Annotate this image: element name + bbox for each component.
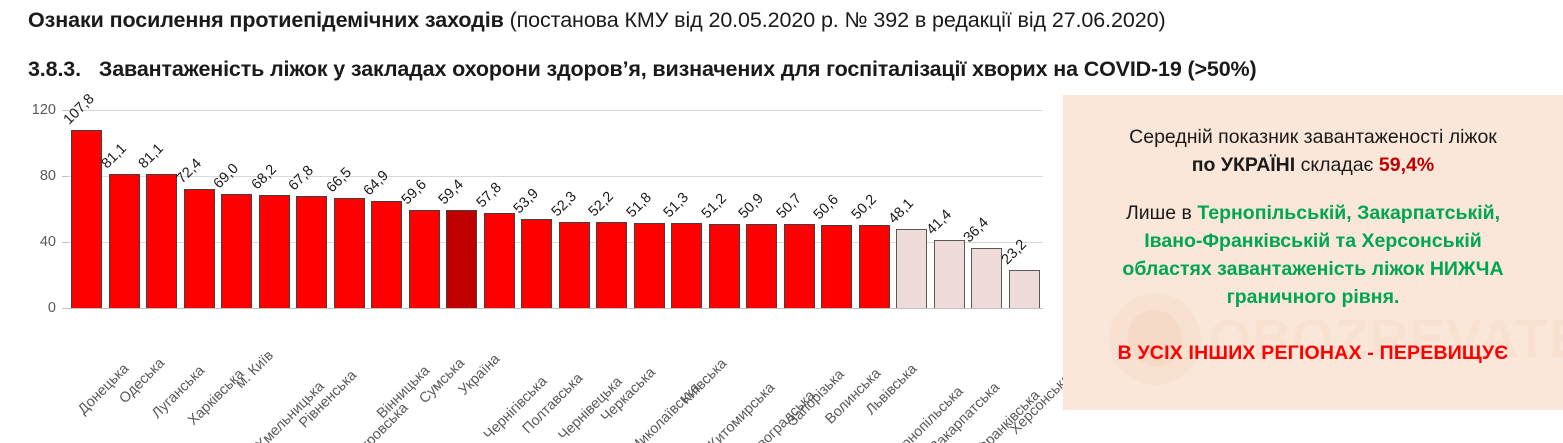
low-occupancy-note-prefix: Лише в xyxy=(1125,201,1198,224)
bar-Чернігівська xyxy=(484,212,515,308)
low-occupancy-note-line4: граничного рівня. xyxy=(1226,286,1400,309)
bar-Львівська xyxy=(859,225,890,308)
bed-occupancy-bar-chart: 0 40 80 120 107,8 Донецька 81,1 Одеська 81,1 Луга… xyxy=(0,91,1075,443)
average-value: 59,4% xyxy=(1378,154,1435,177)
bar-Кіровоградська xyxy=(746,224,777,308)
bar-Сумська xyxy=(409,209,440,308)
y-tick-mark-40 xyxy=(62,242,68,243)
y-axis-label-80: 80 xyxy=(39,168,56,184)
x-axis-label-Україна: Україна xyxy=(455,351,504,399)
bar-Донецька xyxy=(71,130,102,308)
bar-Хмельницька xyxy=(259,195,290,308)
average-statement: Середній показник завантаженості ліжок п… xyxy=(1085,123,1541,180)
y-tick-mark-80 xyxy=(62,176,68,177)
page-subtitle-rest: (постанова КМУ від 20.05.2020 р. № 392 в… xyxy=(503,8,1166,32)
panel-content: Середній показник завантаженості ліжок п… xyxy=(1063,95,1563,365)
bar-Миколаївська xyxy=(634,222,665,308)
low-occupancy-regions-line2: Івано-Франківській та Херсонській xyxy=(1144,229,1482,252)
summary-info-panel: OBOZREVATEL Середній показник завантажен… xyxy=(1063,95,1563,410)
average-statement-mid: складає xyxy=(1295,154,1379,177)
low-occupancy-regions-line1: Тернопільській, Закарпатській, xyxy=(1197,201,1501,224)
page-subtitle: Ознаки посилення протиепідемічних заході… xyxy=(28,8,1166,33)
page-title-text: Завантаженість ліжок у закладах охорони … xyxy=(98,57,1257,81)
low-occupancy-note: Лише в Тернопільській, Закарпатській, Ів… xyxy=(1085,199,1541,312)
bar-Вінницька xyxy=(371,200,402,308)
gridline-120 xyxy=(68,110,1043,111)
bar-Закарпатська xyxy=(934,239,965,308)
y-axis-label-120: 120 xyxy=(31,102,56,118)
bar-Одеська xyxy=(109,174,140,308)
bar-Волинська xyxy=(821,224,852,308)
bar-Харківська xyxy=(184,188,215,308)
average-statement-country: по УКРАЇНІ xyxy=(1191,154,1296,177)
gridline-40 xyxy=(68,242,1043,243)
bar-Україна xyxy=(446,210,477,308)
bar-Черкаська xyxy=(596,221,627,308)
y-axis-label-0: 0 xyxy=(47,300,56,316)
page-title: 3.8.3. Завантаженість ліжок у закладах ох… xyxy=(28,57,1257,82)
bar-Херсонська xyxy=(1009,269,1040,308)
bar-Рівненська xyxy=(296,196,327,308)
y-axis-label-40: 40 xyxy=(39,234,56,250)
low-occupancy-note-line3: областях завантаженість ліжок НИЖЧА xyxy=(1122,258,1504,281)
bar-м. Київ xyxy=(221,194,252,308)
average-statement-prefix: Середній показник завантаженості ліжок xyxy=(1129,126,1497,148)
bar-Запорізька xyxy=(784,224,815,308)
x-axis-label-Київська: Київська xyxy=(678,355,731,408)
gridline-80 xyxy=(68,176,1043,177)
gridline-0 xyxy=(68,308,1043,309)
y-tick-mark-0 xyxy=(62,308,68,309)
bar-Тернопільська xyxy=(896,228,927,308)
bar-Чернівецька xyxy=(559,221,590,308)
exceeded-warning: В УСІХ ІНШИХ РЕГІОНАХ - ПЕРЕВИЩУЄ xyxy=(1117,341,1509,364)
bar-Київська xyxy=(671,223,702,308)
page-subtitle-bold: Ознаки посилення протиепідемічних заході… xyxy=(28,8,504,32)
bar-Полтавська xyxy=(521,219,552,308)
chart-plot-area xyxy=(62,110,1043,309)
bar-Ів.-Франківська xyxy=(971,247,1002,308)
y-tick-mark-120 xyxy=(62,110,68,111)
page-title-number: 3.8.3. xyxy=(28,57,81,81)
bar-Луганська xyxy=(146,174,177,308)
bar-Житомирська xyxy=(709,223,740,308)
bar-Дніпропетровська xyxy=(334,198,365,308)
